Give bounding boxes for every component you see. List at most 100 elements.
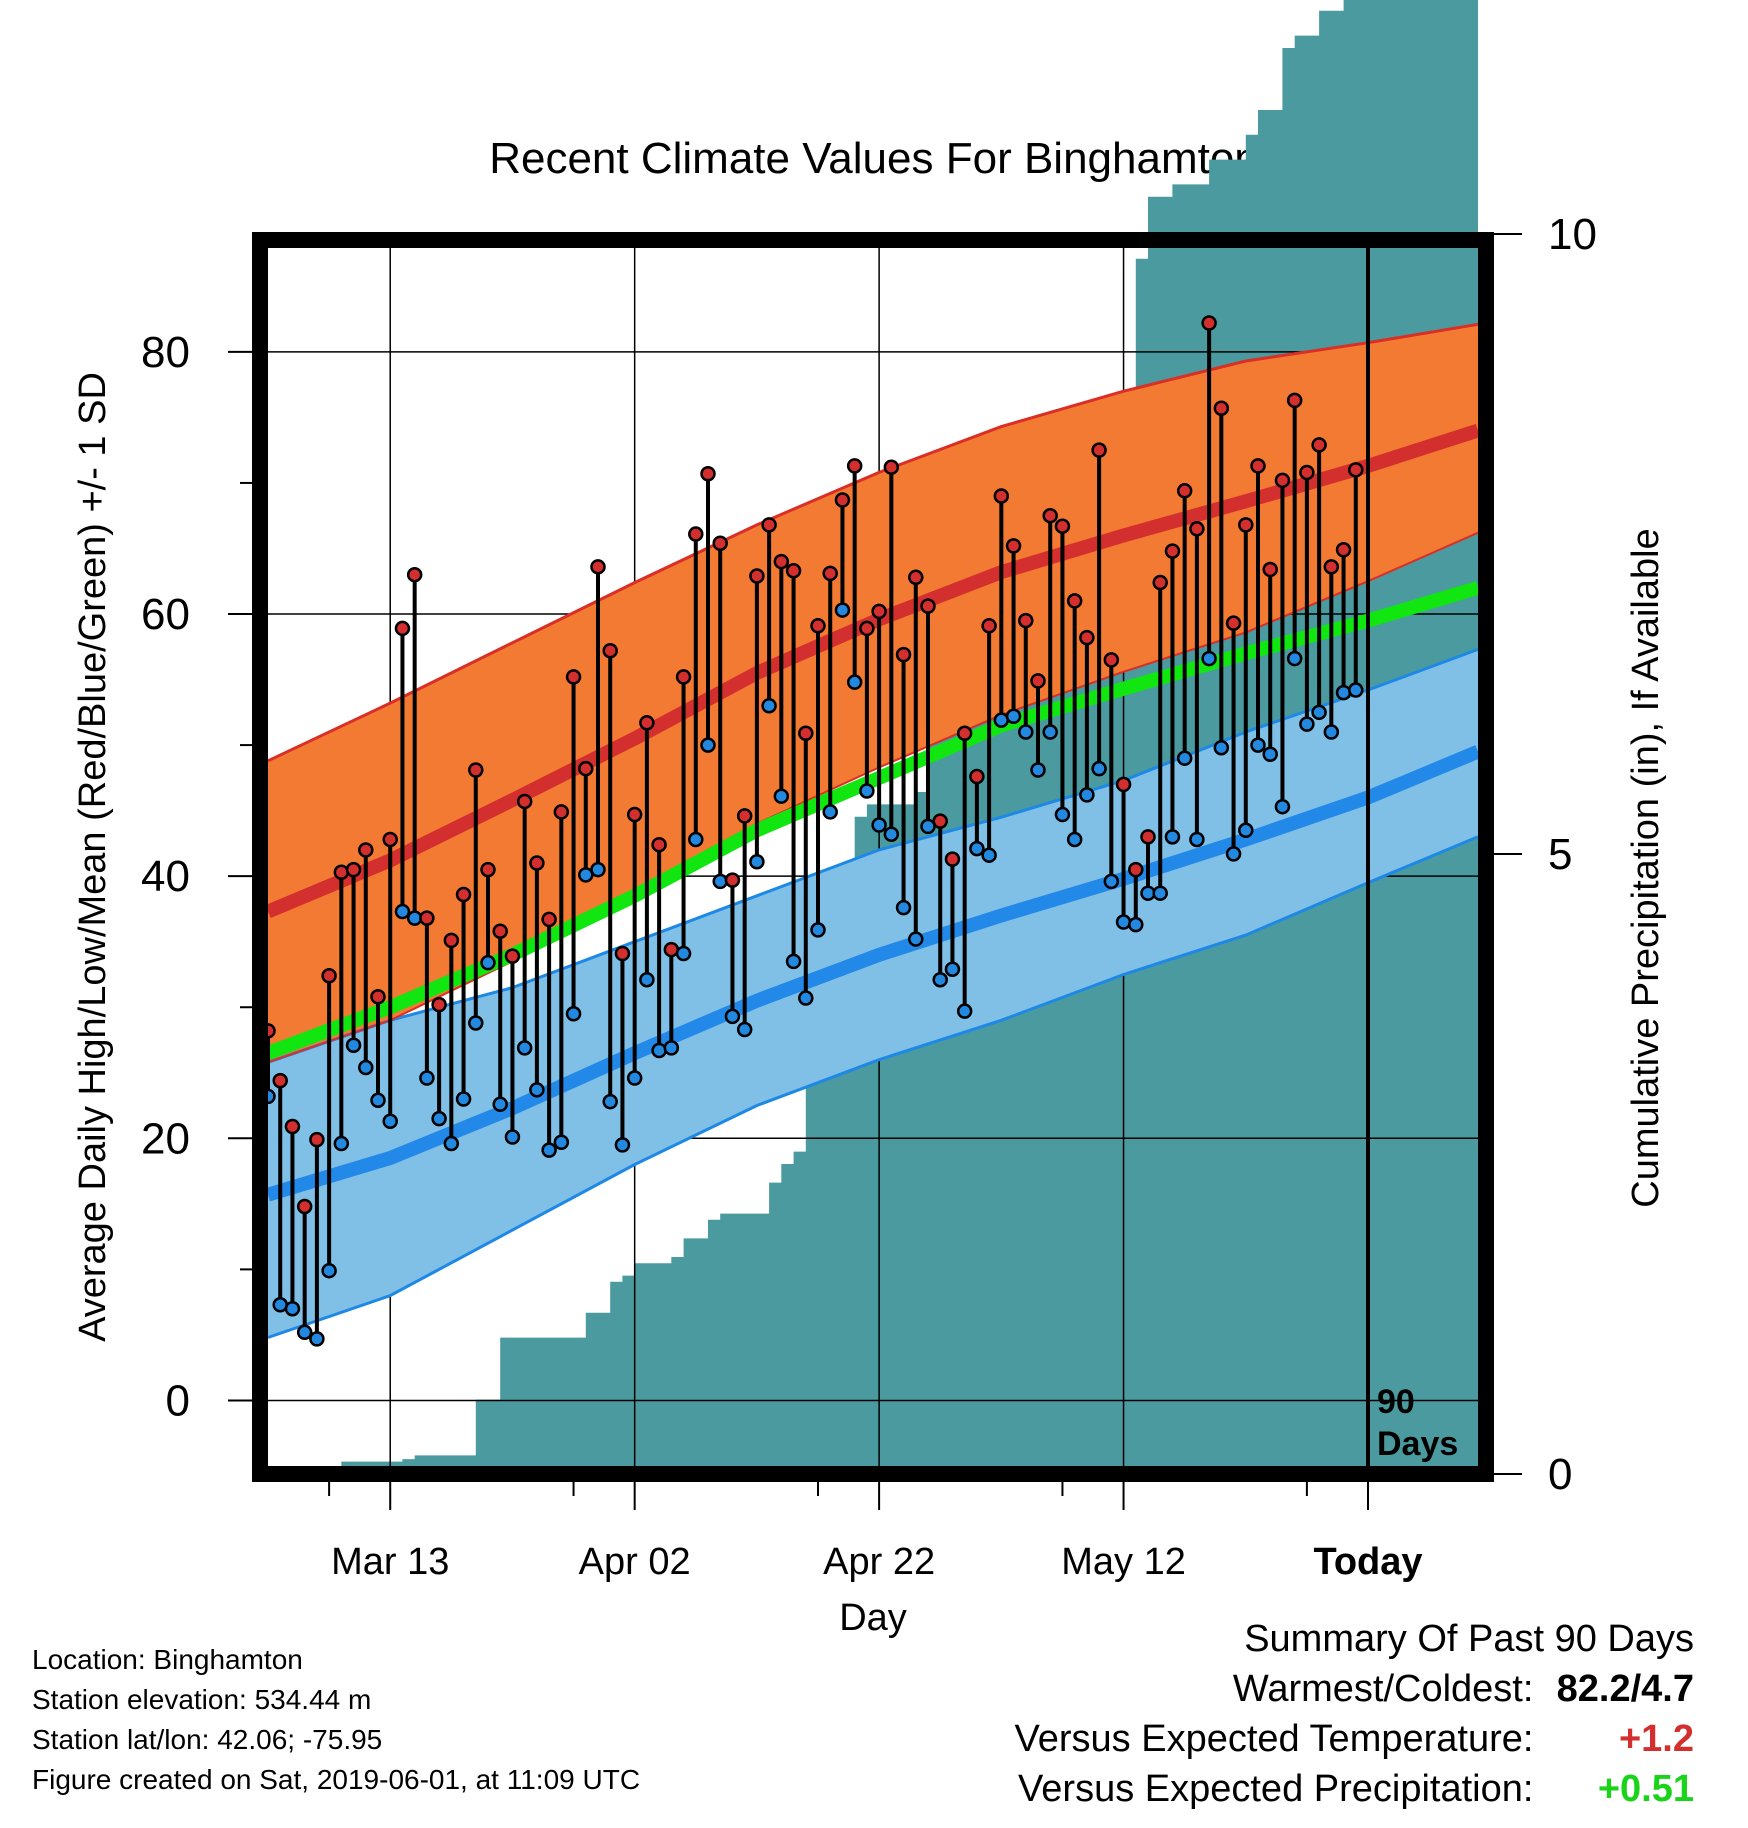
daily-low-point	[541, 1142, 557, 1158]
low-upper-edge	[267, 647, 1479, 1064]
location-text: Location: Binghamton	[32, 1644, 303, 1675]
daily-low-point	[1103, 873, 1120, 890]
daily-high-point	[309, 1131, 325, 1148]
daily-low-point	[553, 1134, 570, 1150]
daily-low-point	[370, 1092, 386, 1109]
daily-low-point	[1018, 724, 1034, 740]
daily-low-point	[614, 1137, 631, 1153]
daily-low-point	[419, 1070, 435, 1086]
daily-high-point	[272, 1072, 288, 1089]
x-tick-label: Today	[1313, 1541, 1422, 1583]
daily-high-point	[859, 620, 875, 637]
daily-low-point	[895, 899, 912, 916]
daily-low-point	[1152, 885, 1168, 901]
precip-tick-label: 10	[1548, 210, 1597, 259]
x-tick-label: Apr 02	[579, 1541, 691, 1583]
daily-high-point	[1103, 652, 1120, 668]
daily-high-point	[798, 725, 814, 742]
axis-labels: 0 20 40 60 80 Mar 13 Apr 02 Apr 22 May 12 Today 0 5…	[72, 210, 1667, 1639]
daily-low-point	[1042, 724, 1058, 740]
daily-high-point	[810, 618, 826, 634]
daily-high-point	[822, 565, 838, 582]
daily-high-point	[1323, 559, 1340, 575]
daily-high-point	[406, 566, 423, 583]
daily-high-point	[1005, 538, 1022, 554]
daily-low-point	[321, 1262, 337, 1279]
daily-high-point	[1201, 315, 1217, 331]
daily-high-point	[1213, 400, 1230, 416]
precipitation-area-group	[268, 0, 1478, 1474]
daily-low-point	[468, 1015, 484, 1031]
daily-low-point	[1348, 682, 1364, 698]
daily-low-point	[1311, 704, 1327, 721]
daily-high-point	[1335, 542, 1352, 558]
daily-low-point	[1323, 724, 1340, 740]
high-sd-band	[268, 324, 1478, 1063]
daily-high-point	[1164, 543, 1181, 559]
y-tick-label: 80	[141, 328, 190, 377]
daily-low-point	[1335, 684, 1352, 701]
today-label-line2: Days	[1377, 1425, 1458, 1463]
daily-high-point	[321, 968, 337, 984]
daily-high-point	[419, 910, 435, 926]
daily-low-point	[773, 788, 790, 804]
daily-observations: 90 Days	[260, 247, 1458, 1466]
daily-high-point	[846, 458, 863, 474]
daily-high-point	[1079, 629, 1095, 646]
daily-high-point	[1250, 458, 1266, 474]
daily-high-point	[883, 459, 900, 475]
daily-high-point	[908, 569, 924, 586]
daily-low-point	[626, 1070, 643, 1086]
daily-high-point	[981, 618, 997, 634]
daily-high-point	[565, 669, 582, 685]
precip-tick-label: 0	[1548, 1450, 1572, 1499]
daily-low-point	[358, 1059, 374, 1076]
y-tick-label: 40	[141, 852, 190, 901]
created-text: Figure created on Sat, 2019-06-01, at 11…	[32, 1764, 641, 1795]
daily-high-point	[785, 563, 802, 579]
daily-low-point	[1115, 914, 1132, 930]
daily-high-point	[1054, 518, 1071, 534]
daily-low-point	[296, 1324, 313, 1341]
temp-label: Versus Expected Temperature:	[1014, 1718, 1534, 1760]
daily-high-point	[1348, 462, 1364, 478]
daily-high-point	[993, 488, 1010, 504]
daily-high-point	[1091, 442, 1107, 458]
daily-high-point	[1018, 612, 1034, 629]
daily-low-point	[504, 1129, 521, 1145]
daily-high-point	[761, 517, 777, 533]
plot-border	[252, 232, 1494, 1482]
daily-high-point	[516, 793, 533, 810]
daily-high-point	[1274, 472, 1291, 489]
daily-high-point	[1286, 392, 1303, 409]
daily-high-point	[1189, 521, 1205, 537]
daily-low-point	[1091, 760, 1107, 777]
daily-low-point	[932, 971, 948, 988]
daily-high-point	[651, 836, 667, 853]
daily-low-point	[578, 867, 594, 883]
daily-low-point	[1066, 831, 1083, 848]
daily-low-point	[1201, 650, 1217, 667]
daily-high-point	[1066, 593, 1083, 609]
daily-low-point	[1189, 831, 1205, 848]
daily-low-point	[883, 826, 900, 842]
daily-low-point	[822, 804, 838, 820]
low-sd-band	[268, 649, 1478, 1338]
daily-low-point	[1054, 806, 1071, 823]
daily-low-point	[675, 945, 692, 962]
chart-title: Recent Climate Values For Binghamton	[489, 134, 1259, 183]
daily-low-point	[736, 1021, 753, 1038]
summary-temperature: Versus Expected Temperature: +1.2	[1015, 1718, 1694, 1761]
daily-low-point	[700, 737, 716, 753]
daily-high-point	[1140, 829, 1156, 845]
elevation-text: Station elevation: 534.44 m	[32, 1684, 372, 1715]
daily-high-point	[1115, 776, 1132, 793]
daily-low-point	[1250, 737, 1266, 753]
summary-warm-cold: Warmest/Coldest: 82.2/4.7	[1233, 1668, 1694, 1711]
daily-low-point	[944, 961, 961, 977]
daily-low-point	[345, 1037, 362, 1053]
daily-high-point	[1030, 673, 1046, 689]
y-tick-label: 60	[141, 590, 190, 639]
daily-low-point	[663, 1040, 680, 1056]
precipitation-area	[268, 0, 1478, 1474]
